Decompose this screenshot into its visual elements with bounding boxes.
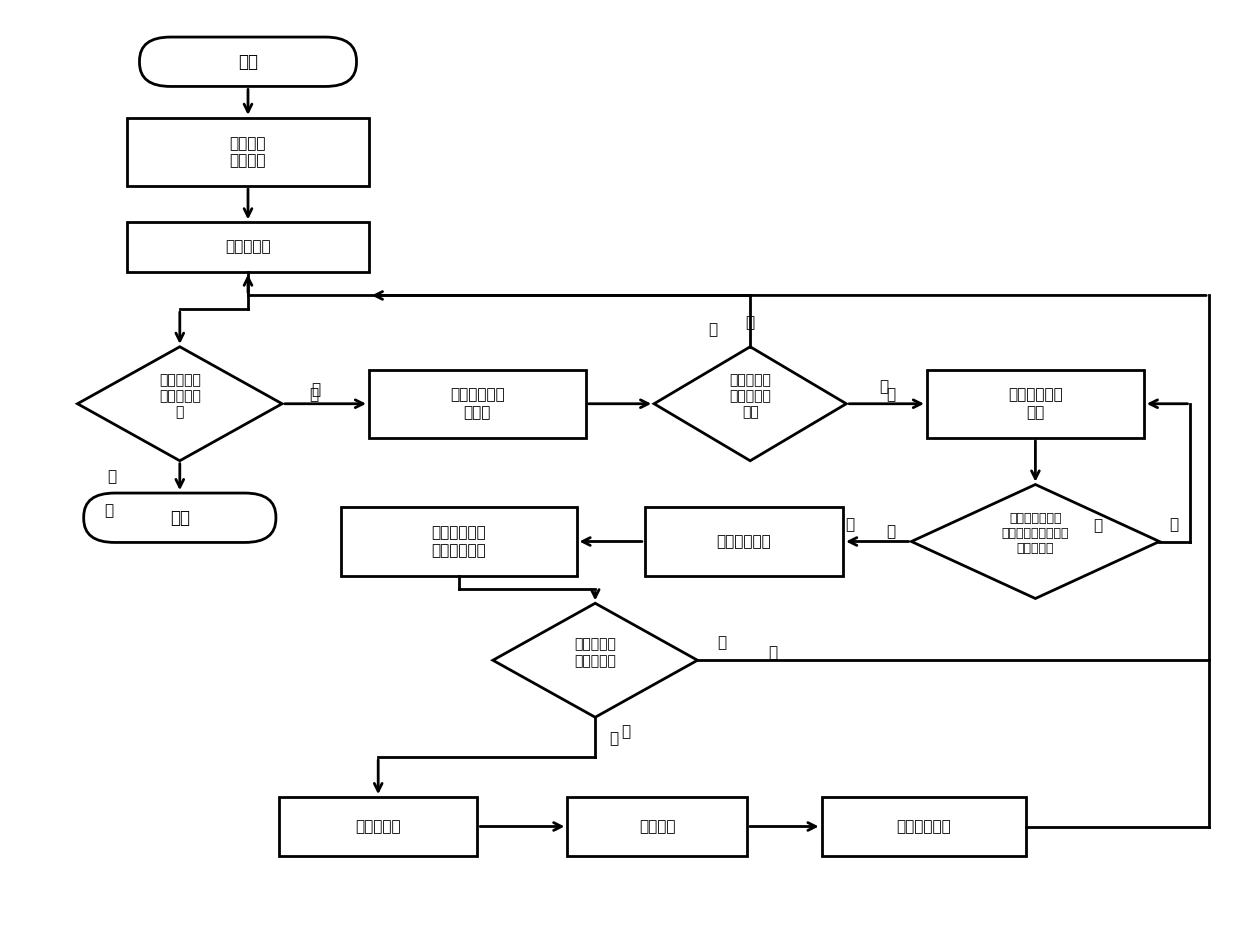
FancyBboxPatch shape [140, 37, 357, 86]
FancyBboxPatch shape [128, 118, 370, 186]
Text: 是: 是 [879, 379, 888, 394]
Text: 最新一个轮廓数
据单元是否是轮廓起
始数据单元: 最新一个轮廓数 据单元是否是轮廓起 始数据单元 [1002, 512, 1069, 556]
Text: 获得搜索轮廓: 获得搜索轮廓 [717, 534, 771, 549]
Text: 否: 否 [311, 382, 321, 397]
Text: 下一个采样数
据单元: 下一个采样数 据单元 [450, 388, 505, 420]
Text: 是: 是 [844, 517, 854, 532]
Text: 跨方位采样: 跨方位采样 [226, 239, 270, 255]
Text: 否: 否 [745, 315, 755, 331]
Text: 否: 否 [708, 322, 718, 337]
Text: 否: 否 [768, 645, 777, 660]
Text: 否: 否 [309, 387, 319, 402]
FancyBboxPatch shape [370, 370, 585, 438]
Text: 是: 是 [609, 732, 619, 747]
Text: 寻找下一个轮
廓点: 寻找下一个轮 廓点 [1008, 388, 1063, 420]
Text: 是: 是 [885, 387, 895, 402]
FancyBboxPatch shape [128, 222, 370, 272]
Text: 是: 是 [621, 724, 631, 739]
Text: 否: 否 [1169, 517, 1179, 532]
Polygon shape [77, 347, 281, 461]
FancyBboxPatch shape [568, 797, 746, 856]
Text: 否: 否 [1092, 518, 1102, 533]
Text: 搜索轮廓符
合雷达目标: 搜索轮廓符 合雷达目标 [574, 637, 616, 668]
Text: 是: 是 [107, 469, 117, 484]
Polygon shape [492, 603, 697, 717]
Text: 区域生长法: 区域生长法 [356, 819, 401, 834]
Text: 采样数据单
元有检测位
标志: 采样数据单 元有检测位 标志 [729, 373, 771, 419]
Text: 起始参数
视频数据: 起始参数 视频数据 [229, 136, 267, 168]
Polygon shape [655, 347, 846, 461]
FancyBboxPatch shape [83, 493, 275, 542]
Text: 点迹凝聚: 点迹凝聚 [639, 819, 676, 834]
FancyBboxPatch shape [279, 797, 477, 856]
FancyBboxPatch shape [821, 797, 1025, 856]
Text: 存储目标信息: 存储目标信息 [897, 819, 951, 834]
Text: 是: 是 [885, 524, 895, 540]
FancyBboxPatch shape [926, 370, 1143, 438]
FancyBboxPatch shape [645, 507, 843, 576]
Text: 结束: 结束 [170, 509, 190, 526]
Text: 开始: 开始 [238, 53, 258, 70]
Text: 所有采样点
是否都被遍
历: 所有采样点 是否都被遍 历 [159, 373, 201, 419]
FancyBboxPatch shape [341, 507, 577, 576]
Text: 标记搜索轮廓
防止重复跟踪: 标记搜索轮廓 防止重复跟踪 [432, 525, 486, 558]
Text: 是: 是 [104, 504, 114, 519]
Text: 否: 否 [718, 636, 727, 651]
Polygon shape [911, 484, 1159, 598]
